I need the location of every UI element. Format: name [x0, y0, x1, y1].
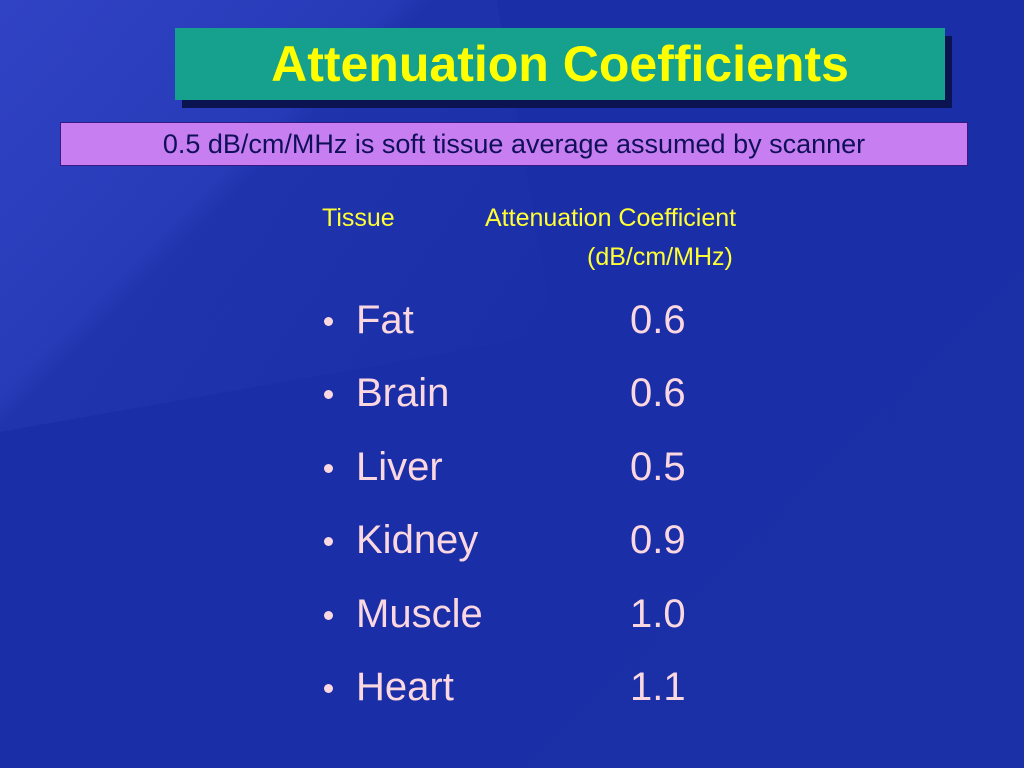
bullet	[324, 684, 333, 693]
bullet	[324, 537, 333, 547]
tissue-name: Liver	[356, 444, 443, 489]
title: Attenuation Coefficients	[175, 28, 945, 100]
coefficient: 0.9	[630, 518, 686, 563]
tissue-name: Heart	[356, 665, 454, 709]
table-row: Kidney 0.9	[322, 515, 822, 565]
bullet	[324, 390, 333, 400]
note: 0.5 dB/cm/MHz is soft tissue average ass…	[60, 122, 968, 166]
bullet	[324, 317, 333, 326]
table-row: Muscle 1.0	[322, 589, 822, 639]
column-unit: (dB/cm/MHz)	[587, 243, 733, 271]
column-header: Attenuation Coefficient	[485, 204, 737, 232]
coefficient: 1.0	[630, 591, 686, 636]
coefficient: 0.6	[630, 298, 686, 342]
coefficient: 0.6	[630, 371, 686, 416]
tissue-name: Fat	[356, 298, 414, 342]
table-row: Heart 1.1	[322, 662, 822, 712]
table-row: Liver 0.5	[322, 442, 822, 492]
bullet	[324, 610, 333, 620]
table-row: Fat 0.6	[322, 295, 822, 345]
coefficient: 0.5	[630, 444, 686, 489]
column-header: Tissue	[322, 204, 395, 232]
bullet	[324, 463, 333, 473]
tissue-name: Kidney	[356, 518, 479, 563]
table-row: Brain 0.6	[322, 368, 822, 418]
tissue-name: Brain	[356, 371, 450, 416]
tissue-name: Muscle	[356, 591, 483, 636]
coefficient: 1.1	[630, 665, 686, 709]
